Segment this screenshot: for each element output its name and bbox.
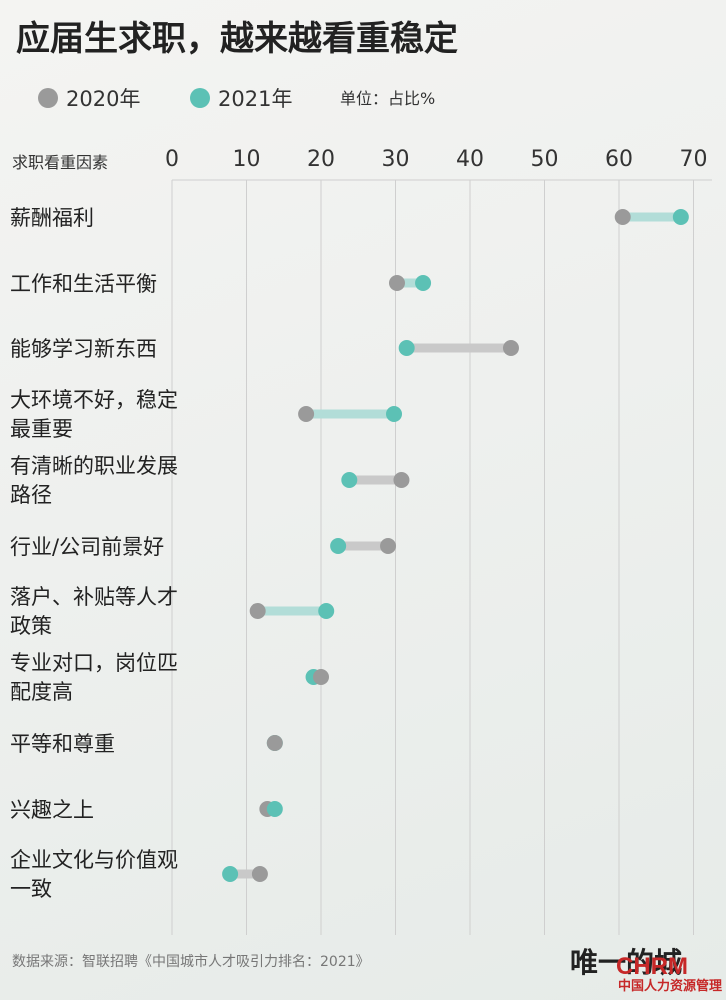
- legend-label-2020: 2020年: [66, 87, 140, 111]
- category-label: 专业对口，岗位匹配度高: [10, 651, 178, 704]
- category-label-line: 企业文化与价值观: [10, 848, 178, 872]
- chart-title: 应届生求职，越来越看重稳定: [16, 19, 458, 59]
- x-tick-label: 10: [233, 147, 261, 172]
- category-axis-label: 求职看重因素: [12, 153, 108, 172]
- x-tick-label: 60: [605, 147, 633, 172]
- x-tick-label: 70: [680, 147, 708, 172]
- category-label: 大环境不好，稳定最重要: [10, 388, 178, 441]
- category-label-line: 有清晰的职业发展: [10, 454, 178, 478]
- category-label: 兴趣之上: [10, 798, 94, 822]
- dot-2021: [415, 275, 432, 291]
- category-label: 薪酬福利: [10, 206, 94, 230]
- dot-2021: [398, 340, 415, 356]
- dot-2020: [298, 406, 315, 422]
- dot-2020: [251, 866, 268, 882]
- category-label-line: 大环境不好，稳定: [10, 388, 178, 412]
- legend-swatch-2021: [190, 88, 210, 108]
- category-label: 能够学习新东西: [10, 337, 157, 361]
- x-tick-label: 50: [531, 147, 559, 172]
- dot-2020: [313, 669, 329, 685]
- dot-2021: [318, 603, 335, 619]
- unit-label: 单位：占比%: [340, 89, 435, 108]
- category-label-line: 政策: [10, 614, 52, 638]
- dot-2020: [380, 538, 397, 554]
- category-label: 工作和生活平衡: [10, 272, 157, 296]
- category-labels: 薪酬福利工作和生活平衡能够学习新东西大环境不好，稳定最重要有清晰的职业发展路径行…: [10, 206, 178, 901]
- x-tick-label: 30: [382, 147, 410, 172]
- dot-2021: [386, 406, 403, 422]
- brand-overlay: CHRM: [616, 953, 688, 980]
- gridlines: [171, 179, 712, 935]
- category-label-line: 专业对口，岗位匹: [10, 651, 178, 675]
- category-label-line: 落户、补贴等人才: [10, 585, 178, 609]
- legend-label-2021: 2021年: [218, 87, 292, 111]
- legend-swatch-2020: [38, 88, 58, 108]
- category-label: 平等和尊重: [10, 732, 115, 756]
- dot-2020: [388, 275, 405, 291]
- brand-text: 唯一的城: [570, 946, 682, 979]
- dumbbell-dots: [222, 209, 689, 882]
- dumbbell-bars: [230, 212, 681, 879]
- x-tick-label: 0: [165, 147, 179, 172]
- x-axis-ticks: 0 10 20 30 40 50 60 70: [165, 147, 708, 172]
- brand-subtitle: 中国人力资源管理: [618, 978, 722, 994]
- category-label: 落户、补贴等人才政策: [10, 585, 178, 638]
- x-tick-label: 20: [307, 147, 335, 172]
- dot-2021: [330, 538, 347, 554]
- dot-2021: [672, 209, 689, 225]
- category-label-line: 一致: [10, 877, 52, 901]
- category-label-line: 最重要: [10, 417, 73, 441]
- category-label-line: 路径: [10, 483, 52, 507]
- dot-2020: [249, 603, 266, 619]
- category-label: 企业文化与价值观一致: [10, 848, 178, 901]
- dot-2020: [266, 735, 283, 751]
- x-tick-label: 40: [456, 147, 484, 172]
- legend: 2020年 2021年 单位：占比%: [38, 87, 435, 111]
- dot-2020: [614, 209, 631, 225]
- category-label: 有清晰的职业发展路径: [10, 454, 178, 507]
- dot-2021: [222, 866, 239, 882]
- category-label: 行业/公司前景好: [10, 535, 164, 559]
- dot-2020: [393, 472, 410, 488]
- source-note: 数据来源：智联招聘《中国城市人才吸引力排名：2021》: [12, 953, 370, 970]
- category-label-line: 配度高: [10, 680, 73, 704]
- brand-logo: 唯一的城 CHRM 中国人力资源管理: [570, 946, 722, 994]
- dot-2021: [341, 472, 358, 488]
- dot-2021: [266, 801, 283, 817]
- dot-2020: [502, 340, 519, 356]
